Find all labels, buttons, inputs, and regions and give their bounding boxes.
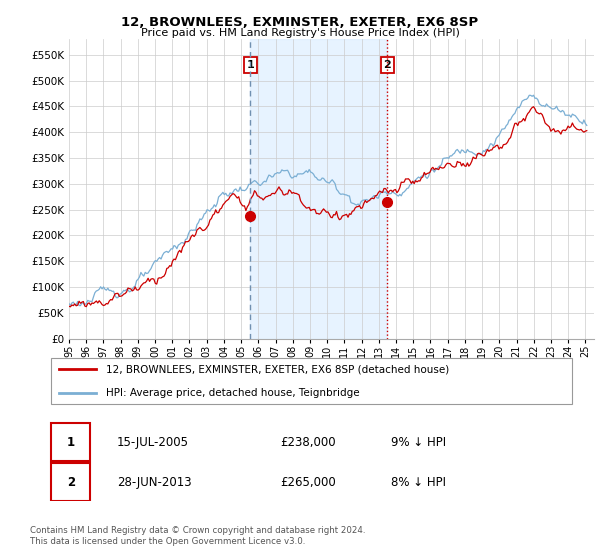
Text: HPI: Average price, detached house, Teignbridge: HPI: Average price, detached house, Teig…	[106, 389, 360, 398]
FancyBboxPatch shape	[50, 423, 90, 461]
Text: 12, BROWNLEES, EXMINSTER, EXETER, EX6 8SP (detached house): 12, BROWNLEES, EXMINSTER, EXETER, EX6 8S…	[106, 364, 449, 374]
Text: Price paid vs. HM Land Registry's House Price Index (HPI): Price paid vs. HM Land Registry's House …	[140, 28, 460, 38]
Text: £265,000: £265,000	[280, 475, 336, 489]
Text: Contains HM Land Registry data © Crown copyright and database right 2024.
This d: Contains HM Land Registry data © Crown c…	[30, 526, 365, 546]
Text: 1: 1	[247, 60, 254, 70]
FancyBboxPatch shape	[50, 358, 572, 404]
Text: 2: 2	[383, 60, 391, 70]
Text: 12, BROWNLEES, EXMINSTER, EXETER, EX6 8SP: 12, BROWNLEES, EXMINSTER, EXETER, EX6 8S…	[121, 16, 479, 29]
Bar	[250, 39, 387, 339]
Text: 1: 1	[67, 436, 75, 449]
Text: £238,000: £238,000	[280, 436, 336, 449]
FancyBboxPatch shape	[50, 463, 90, 501]
Text: 28-JUN-2013: 28-JUN-2013	[116, 475, 191, 489]
Text: 8% ↓ HPI: 8% ↓ HPI	[391, 475, 446, 489]
Text: 2: 2	[67, 475, 75, 489]
Text: 15-JUL-2005: 15-JUL-2005	[116, 436, 188, 449]
Text: 9% ↓ HPI: 9% ↓ HPI	[391, 436, 446, 449]
